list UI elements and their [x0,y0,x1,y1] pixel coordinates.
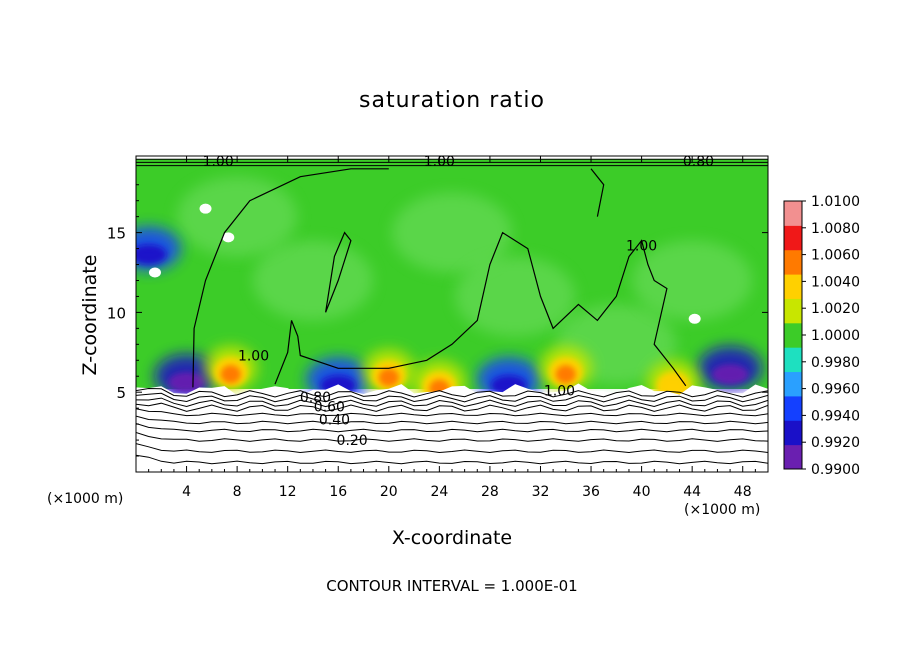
contour-0-70 [136,397,768,408]
contour-0-80 [136,392,768,403]
chart-title: saturation ratio [359,88,545,113]
field-patch [632,240,753,321]
contour-0-40 [136,415,768,425]
dry-pocket [688,313,701,324]
contour-label: 0.60 [314,400,345,416]
x-axis-label: X-coordinate [391,527,513,549]
colorbar-tick-label: 0.9900 [811,462,860,478]
x-tick-label: 36 [582,484,600,500]
cold-spot-core [168,372,205,393]
contour-label: 1.00 [203,154,234,170]
dry-pocket [148,267,161,278]
contour-label: 0.40 [319,412,350,428]
contour-1-00 [325,231,352,313]
colorbar-swatch [784,395,802,421]
hot-spot-core [378,368,399,387]
contour-0-50 [136,408,768,417]
colorbar-swatch [784,347,802,373]
colorbar-tick-label: 0.9940 [811,408,860,424]
contour-labels: 1.00 1.00 0.801.001.001.000.800.600.400.20 [203,154,714,449]
contour-0-30 [136,423,768,433]
field-patch [252,240,373,321]
hot-spot-core [555,365,576,384]
x-tick-label: 12 [279,484,297,500]
contour-label: 0.80 [683,154,714,170]
contour-lines [136,158,768,465]
contour-1-00 [192,168,389,388]
colorbar-swatch [784,322,802,348]
contour-interval-note: CONTOUR INTERVAL = 1.000E-01 [326,577,578,595]
y-tick-label: 10 [107,304,126,322]
contour-label: 1.00 [626,238,657,254]
colorbar-swatch [784,201,802,226]
y-tick-label: 15 [107,225,126,243]
x-tick-label: 28 [481,484,499,500]
colorbar-swatch [784,298,802,324]
cold-spot-core [136,244,167,265]
x-tick-label: 20 [380,484,398,500]
colorbar-swatch [784,371,802,397]
x-tick-label: 8 [233,484,242,500]
x-tick-label: 40 [633,484,651,500]
x-tick-label: 48 [734,484,752,500]
x-tick-label: 4 [182,484,191,500]
field-patch [392,192,512,273]
colorbar-swatch [784,274,802,299]
contour-1-00 [274,231,687,387]
x-tick-label: 24 [430,484,448,500]
contour-label: 0.80 [300,390,331,406]
dry-pocket [222,232,235,243]
colorbar-tick-label: 1.0100 [811,194,860,210]
x-tick-label: 16 [329,484,347,500]
dry-pocket [199,203,212,214]
x-unit-label-right: (×1000 m) [684,502,761,518]
colorbar-tick-label: 1.0020 [811,301,860,317]
y-tick-label: 5 [116,384,126,402]
colorbar-tick-label: 1.0060 [811,248,860,264]
contour-0-05 [136,454,768,465]
y-axis-label: Z-coordinate [79,254,101,376]
contour-label: 1.00 [238,348,269,364]
heatmap-area [136,156,768,472]
contour-0-10 [136,443,768,454]
colorbar: 0.9900 0.9920 0.9940 0.9960 0.9980 1.0000 1.00… [783,194,860,478]
hot-spot-core [220,365,241,384]
contour-0-90 [136,387,768,398]
x-unit-label-left: (×1000 m) [47,491,124,507]
contour-0-20 [136,432,768,442]
colorbar-tick-label: 0.9980 [811,355,860,371]
cold-spot-core [712,364,749,385]
field-patch [455,256,576,337]
contour-0-60 [136,402,768,412]
contour-label: 1.00 [544,384,575,400]
contour-1-00 [590,168,605,217]
colorbar-tick-label: 1.0000 [811,328,860,344]
colorbar-swatch [784,444,802,470]
x-tick-label: 44 [683,484,701,500]
x-tick-label: 32 [532,484,550,500]
colorbar-tick-label: 0.9920 [811,435,860,451]
colorbar-tick-label: 0.9960 [811,382,860,398]
colorbar-swatch [784,249,802,275]
colorbar-tick-label: 1.0040 [811,274,860,290]
colorbar-swatch [784,420,802,446]
colorbar-swatch [784,225,802,251]
colorbar-tick-label: 1.0080 [811,221,860,237]
contour-label: 0.20 [337,433,368,449]
